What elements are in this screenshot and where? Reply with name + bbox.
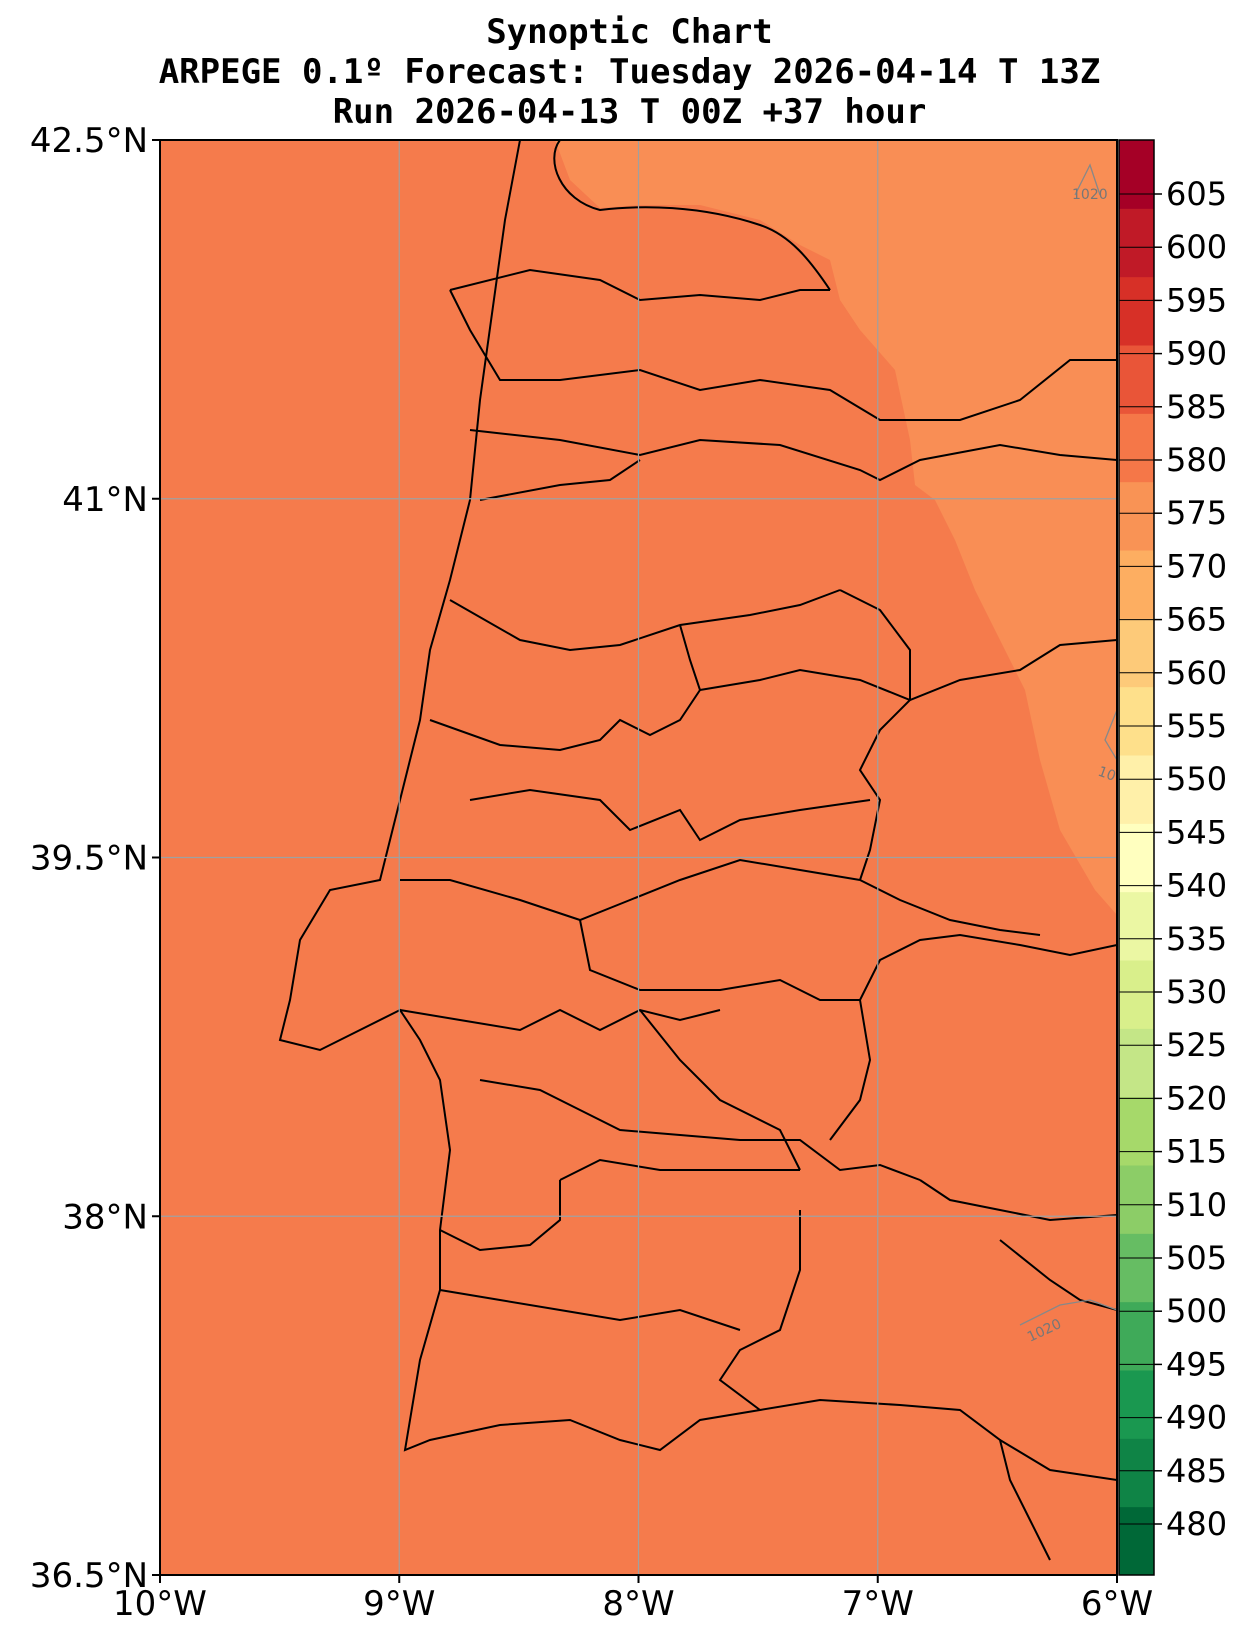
colorbar-segment [1119, 686, 1154, 756]
colorbar-segment [1119, 481, 1154, 551]
x-tick-label: 7°W [842, 1584, 914, 1624]
high-field-region [555, 140, 1117, 915]
colorbar-label: 605 [1166, 175, 1227, 213]
colorbar-label: 550 [1166, 760, 1227, 798]
colorbar-label: 570 [1166, 547, 1227, 585]
colorbar: 605 600 595 590 585 580 575 570 565 560 555 550 545 5… [1118, 139, 1227, 1576]
colorbar-segment [1119, 1438, 1154, 1508]
colorbar-label: 485 [1166, 1452, 1227, 1490]
colorbar-label: 600 [1166, 228, 1227, 266]
colorbar-label: 500 [1166, 1292, 1227, 1330]
colorbar-segment [1119, 550, 1154, 619]
colorbar-label: 515 [1166, 1133, 1227, 1171]
chart-title: Synoptic Chart [486, 12, 773, 52]
y-tick-label: 39.5°N [30, 839, 148, 879]
colorbar-segment [1119, 140, 1154, 209]
colorbar-label: 480 [1166, 1505, 1227, 1543]
colorbar-label: 520 [1166, 1079, 1227, 1117]
colorbar-segment [1119, 1506, 1154, 1576]
colorbar-segment [1119, 1233, 1154, 1303]
x-tick-label: 8°W [602, 1584, 674, 1624]
y-axis: 42.5°N 41°N 39.5°N 38°N 36.5°N [30, 121, 160, 1596]
colorbar-segment [1119, 208, 1154, 278]
colorbar-segment [1119, 1370, 1154, 1439]
colorbar-label: 530 [1166, 973, 1227, 1011]
colorbar-segment [1119, 276, 1154, 346]
colorbar-segment [1119, 823, 1154, 893]
coastline-borders [278, 140, 1117, 1561]
colorbar-segment [1119, 1301, 1154, 1371]
colorbar-segment [1119, 1165, 1154, 1234]
colorbar-label: 490 [1166, 1399, 1227, 1437]
colorbar-segment [1119, 1096, 1154, 1166]
map-area: 1020 10 1020 [160, 140, 1118, 1575]
colorbar-label: 505 [1166, 1239, 1227, 1277]
gridlines [160, 140, 1117, 1575]
chart-subtitle: ARPEGE 0.1º Forecast: Tuesday 2026-04-14… [158, 52, 1101, 92]
colorbar-label: 555 [1166, 707, 1227, 745]
x-tick-label: 10°W [113, 1584, 207, 1624]
y-tick-label: 41°N [62, 480, 148, 520]
colorbar-label: 540 [1166, 867, 1227, 905]
colorbar-label: 560 [1166, 654, 1227, 692]
colorbar-label: 545 [1166, 813, 1227, 851]
colorbar-label: 535 [1166, 920, 1227, 958]
x-axis: 10°W 9°W 8°W 7°W 6°W [113, 1575, 1153, 1624]
colorbar-segment [1119, 413, 1154, 483]
chart-run-info: Run 2026-04-13 T 00Z +37 hour [332, 92, 927, 132]
y-tick-label: 42.5°N [30, 121, 148, 161]
colorbar-label: 590 [1166, 335, 1227, 373]
colorbar-label: 585 [1166, 388, 1227, 426]
y-tick-label: 36.5°N [30, 1556, 148, 1596]
colorbar-label: 595 [1166, 281, 1227, 319]
colorbar-segment [1119, 1028, 1154, 1098]
colorbar-frame [1118, 139, 1155, 1576]
colorbar-label: 565 [1166, 601, 1227, 639]
colorbar-label: 495 [1166, 1345, 1227, 1383]
colorbar-segment [1119, 960, 1154, 1029]
y-tick-label: 38°N [62, 1197, 148, 1237]
colorbar-segment [1119, 345, 1154, 414]
x-tick-label: 6°W [1081, 1584, 1153, 1624]
colorbar-label: 525 [1166, 1026, 1227, 1064]
colorbar-segment [1119, 755, 1154, 824]
isobar-label-north: 1020 [1072, 187, 1108, 203]
colorbar-segment [1119, 891, 1154, 961]
colorbar-label: 575 [1166, 494, 1227, 532]
colorbar-label: 510 [1166, 1186, 1227, 1224]
isobars [1019, 163, 1117, 1326]
x-tick-label: 9°W [363, 1584, 435, 1624]
colorbar-label: 580 [1166, 441, 1227, 479]
colorbar-segment [1119, 618, 1154, 688]
isobar-label-east: 10 [1096, 764, 1118, 785]
